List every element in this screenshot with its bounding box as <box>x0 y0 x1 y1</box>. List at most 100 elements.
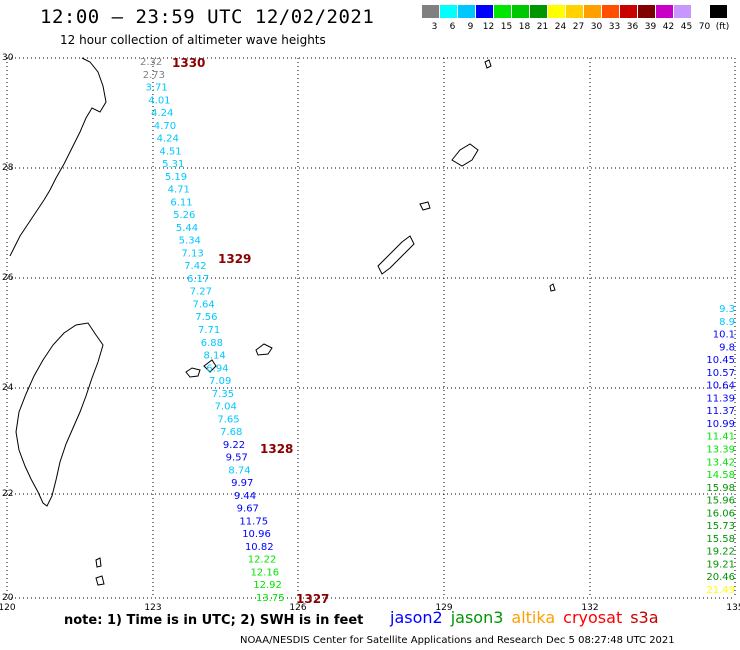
wave-height-value: 5.19 <box>165 172 187 183</box>
pass-number-label: 1327 <box>296 592 329 606</box>
latitude-label: 24 <box>2 383 14 393</box>
pass-labels: 1330 1329 1328 1327 <box>172 56 329 606</box>
wave-height-value: 15.96 <box>706 496 735 507</box>
legend-label: 33 <box>608 22 621 32</box>
wave-height-value: 7.64 <box>192 299 214 310</box>
footer-credit: NOAA/NESDIS Center for Satellite Applica… <box>240 635 675 646</box>
island-daito <box>549 283 556 292</box>
taiwan-coastline <box>15 322 104 507</box>
altimeter-track: 2.322.733.714.014.244.704.244.515.315.19… <box>140 57 285 604</box>
legend-label: 39 <box>644 22 657 32</box>
satellite-name: s3a <box>630 608 659 627</box>
wave-height-value: 19.21 <box>706 559 735 570</box>
satellite-name: cryosat <box>563 608 623 627</box>
wave-height-value: 9.8 <box>719 342 735 353</box>
page-subtitle: 12 hour collection of altimeter wave hei… <box>60 33 326 47</box>
wave-height-value: 7.71 <box>198 325 220 336</box>
legend-swatch <box>548 5 565 18</box>
wave-height-value: 5.44 <box>176 223 198 234</box>
legend-label: 36 <box>626 22 639 32</box>
island-tokara <box>419 201 431 211</box>
legend-swatch <box>710 5 727 18</box>
wave-height-value: 6.17 <box>187 274 209 285</box>
wave-height-value: 4.01 <box>148 95 170 106</box>
wave-height-value: 15.73 <box>706 521 735 532</box>
longitude-label: 126 <box>289 603 306 613</box>
longitude-label: 120 <box>0 603 16 613</box>
wave-height-value: 9.67 <box>237 504 259 515</box>
pass-number-label: 1328 <box>260 442 293 456</box>
longitude-label: 123 <box>144 603 161 613</box>
wave-height-value: 13.42 <box>706 457 735 468</box>
wave-height-value: 5.31 <box>162 159 184 170</box>
wave-height-value: 15.58 <box>706 534 735 545</box>
wave-height-value: 6.11 <box>170 197 192 208</box>
wave-height-value: 8.9 <box>719 317 735 328</box>
wave-height-value: 9.97 <box>231 478 253 489</box>
pass-number-label: 1329 <box>218 252 251 266</box>
ryukyu-coast-north <box>9 57 107 257</box>
legend-label: 70 <box>698 22 711 32</box>
wave-height-value: 10.1 <box>713 330 735 341</box>
island-miyako <box>255 343 273 356</box>
legend-swatch <box>494 5 511 18</box>
wave-height-value: 16.06 <box>706 508 735 519</box>
legend-swatch <box>458 5 475 18</box>
wave-height-value: 10.96 <box>242 529 271 540</box>
wave-height-value: 13.39 <box>706 445 735 456</box>
legend-swatch <box>674 5 691 18</box>
legend-label: 9 <box>467 22 474 32</box>
legend-label: (ft) <box>715 22 730 32</box>
latitude-label: 22 <box>2 489 13 499</box>
longitude-label: 132 <box>581 603 598 613</box>
legend-label: 3 <box>431 22 438 32</box>
wave-height-value: 11.41 <box>706 432 735 443</box>
pass-number-label: 1330 <box>172 56 205 70</box>
wave-height-value: 14.58 <box>706 470 735 481</box>
wave-height-value: 7.35 <box>212 389 234 400</box>
wave-height-value: 9.57 <box>226 453 248 464</box>
wave-height-value: 7.68 <box>220 427 242 438</box>
latitude-label: 28 <box>2 163 14 173</box>
wave-height-value: 9.22 <box>223 440 245 451</box>
wave-height-value: 7.09 <box>209 376 231 387</box>
satellite-name: jason2 <box>390 608 443 627</box>
legend-label: 42 <box>662 22 675 32</box>
wave-height-value: 7.65 <box>217 414 239 425</box>
lat-lon-grid <box>6 57 736 599</box>
wave-height-value: 8.14 <box>204 351 226 362</box>
wave-height-value: 4.24 <box>151 108 173 119</box>
coastlines <box>9 57 556 586</box>
legend-label: 12 <box>482 22 495 32</box>
wave-height-value: 10.99 <box>706 419 735 430</box>
wave-height-value: 7.04 <box>215 402 237 413</box>
latitude-label: 30 <box>2 53 14 63</box>
legend-swatch <box>692 5 709 18</box>
wave-height-value: 7.27 <box>190 287 212 298</box>
wave-height-value: 9.44 <box>234 491 256 502</box>
legend-label: 15 <box>500 22 513 32</box>
wave-height-value: 19.22 <box>706 547 735 558</box>
satellite-name: altika <box>511 608 556 627</box>
satellite-name: jason3 <box>450 608 504 627</box>
wave-height-value: 3.71 <box>146 83 168 94</box>
island-amami <box>451 143 479 167</box>
legend-swatch <box>602 5 619 18</box>
wave-height-value: 7.42 <box>184 261 206 272</box>
legend-swatch <box>656 5 673 18</box>
wave-height-value: 8.74 <box>228 465 250 476</box>
wave-height-value: 5.26 <box>173 210 195 221</box>
wave-height-value: 2.32 <box>140 57 162 68</box>
legend-swatch <box>440 5 457 18</box>
wave-height-value: 13.75 <box>256 593 285 604</box>
legend-swatch <box>512 5 529 18</box>
wave-height-value: 12.16 <box>250 567 279 578</box>
wave-height-value: 9.3 <box>719 304 735 315</box>
latitude-label: 20 <box>2 593 14 603</box>
wave-height-value: 12.22 <box>248 555 277 566</box>
page-title: 12:00 – 23:59 UTC 12/02/2021 <box>40 6 375 28</box>
legend-swatch <box>530 5 547 18</box>
wave-height-value: 10.45 <box>706 355 735 366</box>
